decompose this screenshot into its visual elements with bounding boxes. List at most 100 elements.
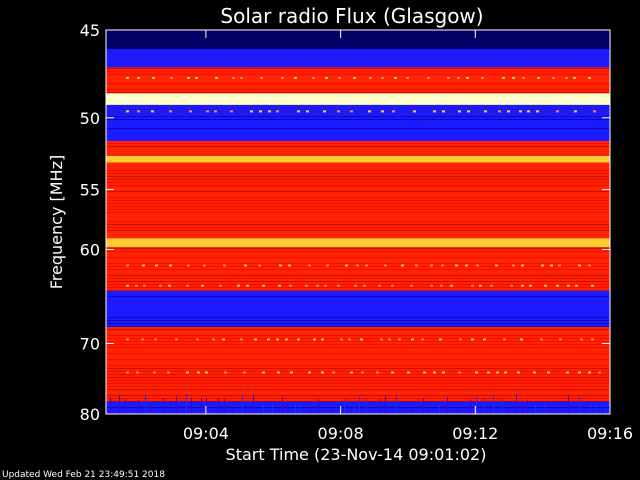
burst-spot [332,371,335,374]
burst-spot [187,76,190,79]
burst-spot [381,110,384,113]
texture-row [106,218,610,219]
noise-streak [119,395,120,414]
burst-spot [262,371,265,374]
burst-spot [450,284,453,287]
burst-spot [433,371,436,374]
texture-row [106,92,610,93]
burst-spot [279,264,282,267]
noise-streak [310,400,311,414]
texture-row [106,410,610,411]
burst-spot [153,371,156,374]
texture-row [106,215,610,216]
burst-spot [481,76,484,79]
burst-spot [205,371,208,374]
texture-row [106,113,610,114]
burst-spot [512,264,515,267]
burst-spot [415,264,418,267]
noise-streak [263,405,264,414]
x-tick-label: 09:08 [318,424,364,443]
texture-row [106,341,610,342]
burst-spot [487,371,490,374]
burst-spot [281,76,284,79]
burst-spot [410,284,413,287]
burst-spot [406,76,409,79]
noise-streak [218,398,219,414]
noise-streak [176,396,177,414]
burst-spot [588,76,591,79]
texture-row [106,392,610,393]
burst-spot [522,76,525,79]
noise-streak [354,407,355,414]
burst-spot [276,110,279,113]
burst-spot [259,110,262,113]
burst-spot [356,264,359,267]
burst-spot [254,338,257,341]
burst-spot [155,264,158,267]
noise-streak [138,399,139,414]
burst-spot [288,264,291,267]
burst-spot [512,76,515,79]
burst-spot [441,264,444,267]
burst-spot [142,264,145,267]
texture-row [106,401,610,402]
noise-streak [201,398,202,414]
texture-row [106,185,610,186]
noise-streak [224,399,225,414]
burst-spot [260,76,263,79]
burst-spot [378,284,381,287]
texture-row [106,65,610,66]
burst-spot [552,76,555,79]
texture-row [106,179,610,180]
noise-streak [163,397,164,414]
noise-streak [300,402,301,414]
burst-spot [196,338,199,341]
burst-spot [593,110,596,113]
burst-spot [230,110,233,113]
texture-row [106,299,610,300]
burst-spot [168,284,171,287]
burst-spot [503,338,506,341]
texture-row [106,395,610,396]
burst-spot [201,284,204,287]
noise-streak [396,394,397,414]
burst-spot [151,110,154,113]
texture-row [106,287,610,288]
texture-row [106,296,610,297]
burst-spot [365,264,368,267]
texture-row [106,149,610,150]
burst-spot [126,338,129,341]
texture-row [106,227,610,228]
burst-spot [573,76,576,79]
burst-spot [285,338,288,341]
texture-row [106,167,610,168]
burst-spot [547,371,550,374]
burst-spot [143,284,146,287]
burst-spot [170,76,173,79]
burst-spot [447,76,450,79]
y-tick-label: 45 [80,21,100,40]
y-tick-label: 50 [80,109,100,128]
burst-spot [338,76,341,79]
texture-row [106,275,610,276]
texture-row [106,377,610,378]
texture-row [106,260,610,261]
texture-row [106,110,610,111]
burst-spot [466,76,469,79]
texture-row [106,356,610,357]
texture-row [106,119,610,120]
burst-spot [507,110,510,113]
burst-spot [337,284,340,287]
burst-spot [559,338,562,341]
burst-spot [337,110,340,113]
burst-spot [376,371,379,374]
burst-spot [354,284,357,287]
noise-streak [318,399,319,414]
burst-spot [368,110,371,113]
texture-row [106,107,610,108]
burst-spot [350,110,353,113]
burst-spot [391,284,394,287]
burst-spot [541,264,544,267]
burst-spot [484,110,487,113]
